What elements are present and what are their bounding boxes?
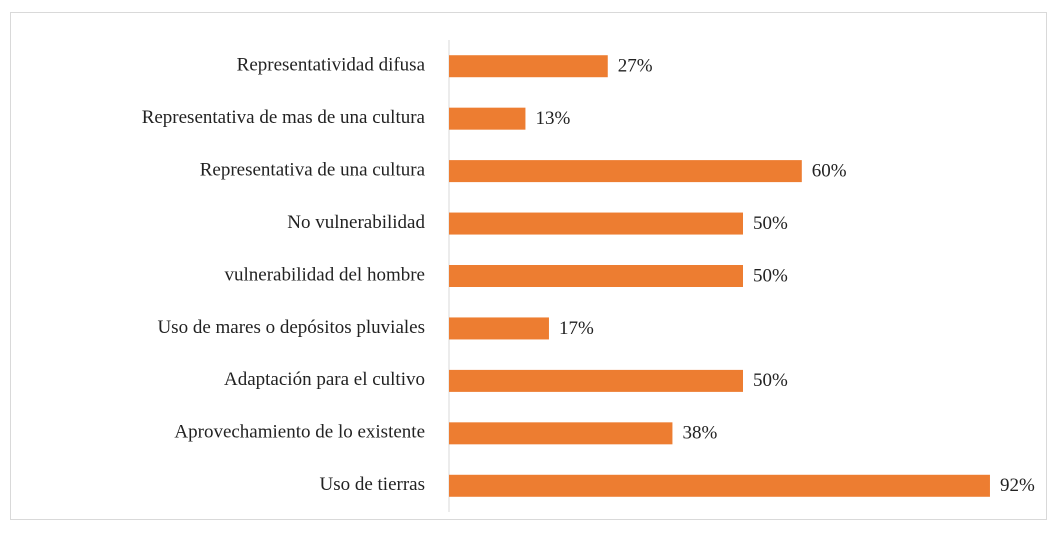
data-label: 17% [559, 318, 594, 339]
y-tick-label: Uso de tierras [319, 474, 425, 495]
bar [449, 107, 526, 130]
data-label: 38% [682, 423, 717, 444]
data-label: 60% [812, 160, 847, 181]
y-tick-label: vulnerabilidad del hombre [225, 264, 426, 285]
y-tick-label: Uso de mares o depósitos pluviales [157, 317, 425, 338]
bar [449, 369, 743, 392]
data-label: 27% [618, 56, 653, 77]
y-tick-label: Representatividad difusa [237, 55, 426, 76]
y-tick-label: Representativa de una cultura [200, 159, 426, 180]
bar [449, 265, 743, 287]
data-label: 92% [1000, 475, 1035, 496]
y-tick-label: No vulnerabilidad [287, 212, 425, 233]
data-label: 50% [753, 265, 788, 286]
bar [449, 212, 743, 235]
bar [449, 55, 608, 78]
y-tick-label: Representativa de mas de una cultura [142, 107, 426, 128]
data-label: 50% [753, 370, 788, 391]
data-label: 50% [753, 213, 788, 234]
bar [449, 317, 549, 340]
bar [449, 474, 990, 497]
bar [449, 160, 802, 183]
data-label: 13% [535, 108, 570, 129]
y-tick-label: Aprovechamiento de lo existente [174, 422, 425, 443]
y-tick-label: Adaptación para el cultivo [224, 369, 425, 390]
bar [449, 422, 673, 445]
